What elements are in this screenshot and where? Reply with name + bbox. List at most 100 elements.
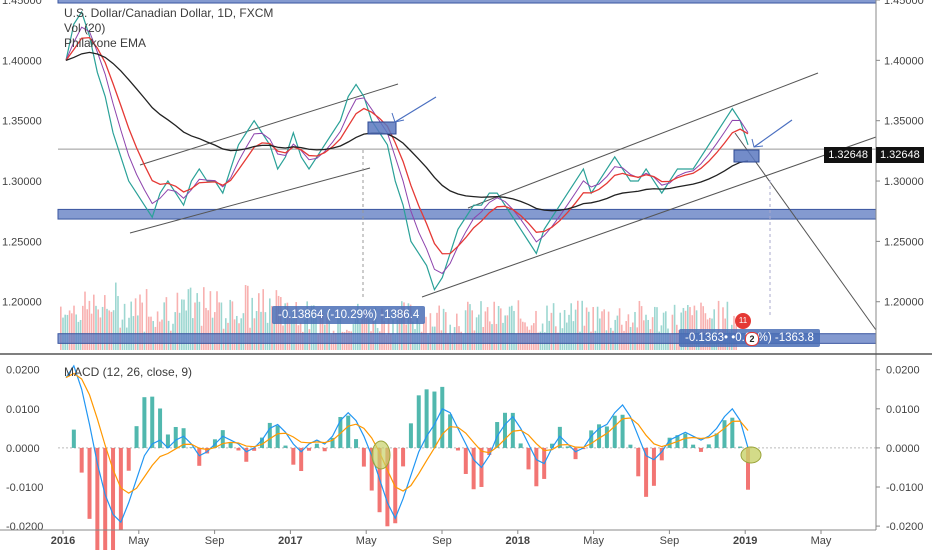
volume-bar (141, 302, 143, 350)
event-flag-icon[interactable]: 11 (735, 313, 751, 329)
volume-bar (326, 314, 328, 350)
symbol-title[interactable]: U.S. Dollar/Canadian Dollar, 1D, FXCM (64, 6, 274, 20)
volume-indicator-label[interactable]: Vol (20) (64, 21, 106, 35)
macd-histogram-bar (534, 447, 539, 487)
ema-short-line (65, 36, 749, 255)
macd-tick-label: -0.0100 (886, 482, 923, 494)
macd-histogram-bar (87, 447, 92, 519)
trend-channels[interactable] (129, 72, 877, 331)
macd-pane (58, 364, 876, 550)
volume-bar (242, 313, 245, 350)
volume-bar (513, 310, 515, 350)
macd-axis[interactable]: 0.0200 0.0200 0.0100 0.0100 0.0000 0.0000 -0.0… (6, 365, 923, 533)
macd-histogram-bar (283, 445, 288, 448)
volume-bar (570, 303, 572, 350)
volume-bar (156, 311, 159, 350)
price-line (65, 10, 749, 292)
volume-bar (174, 312, 176, 350)
macd-tick-label-left: 0.0200 (6, 365, 40, 377)
volume-bar (596, 306, 599, 350)
macd-histogram-bar (644, 447, 649, 497)
macd-histogram-bar (369, 447, 374, 491)
macd-histogram-bar (338, 416, 343, 448)
volume-bar (504, 315, 506, 350)
volume-bar (284, 303, 286, 350)
volume-bar (218, 302, 220, 350)
volume-bar (693, 305, 696, 350)
volume-bar (194, 302, 196, 350)
volume-bar (500, 308, 502, 350)
volume-bar (187, 289, 190, 350)
volume-bar (687, 305, 689, 350)
macd-indicator-label[interactable]: MACD (12, 26, close, 9) (64, 365, 193, 379)
macd-tick-label: 0.0000 (886, 443, 920, 455)
volume-bar (165, 297, 168, 350)
price-axis[interactable]: 1.45000 1.40000 1.35000 1.30000 1.25000 1.200… (876, 0, 924, 309)
ema-indicator-label[interactable]: Philakone EMA (64, 36, 147, 50)
volume-bar (229, 299, 231, 350)
volume-bar (689, 307, 691, 350)
volume-bar (271, 305, 273, 350)
volume-bar (480, 301, 482, 350)
macd-histogram-bar (322, 447, 327, 452)
volume-bar (563, 310, 566, 350)
volume-bar (231, 301, 234, 350)
macd-histogram-bar (165, 434, 170, 448)
time-tick-label: Sep (660, 535, 680, 547)
macd-histogram-bar (589, 430, 594, 448)
volume-bar (357, 303, 359, 350)
event-number-badge[interactable]: 2 (745, 332, 759, 346)
volume-bar (288, 315, 291, 350)
macd-tick-label-left: 0.0000 (6, 443, 40, 455)
volume-bar (517, 300, 520, 350)
volume-bar (108, 310, 110, 350)
volume-bar (73, 305, 75, 350)
macd-histogram-bar (651, 447, 656, 486)
trend-line (139, 83, 399, 166)
price-tick-label: 1.45000 (884, 0, 924, 7)
macd-tick-label-left: 0.0100 (6, 404, 40, 416)
volume-bar (445, 312, 447, 350)
volume-bar (209, 291, 212, 350)
volume-bar (634, 311, 636, 350)
volume-bar (671, 314, 674, 350)
support-zones[interactable] (57, 0, 877, 344)
drawing-tools[interactable] (362, 96, 793, 318)
volume-bar (183, 299, 185, 350)
volume-bar (726, 301, 729, 350)
annotation-arrow (394, 96, 437, 123)
macd-histogram-bar (659, 447, 664, 461)
volume-bar (216, 291, 218, 350)
macd-histogram-bar (259, 437, 264, 448)
last-price-tag-left: 1.32648 (824, 147, 872, 163)
macd-cross-highlight (740, 446, 762, 464)
macd-histogram-bar (401, 447, 406, 467)
macd-histogram-bar (220, 430, 225, 448)
time-tick-label: 2016 (51, 535, 75, 547)
volume-bar (484, 311, 487, 350)
measure-label-1[interactable]: -0.13864 (-10.29%) -1386.4 (272, 306, 426, 324)
macd-histogram-bar (738, 446, 743, 448)
macd-histogram-bar (471, 447, 476, 490)
chart-legend: U.S. Dollar/Canadian Dollar, 1D, FXCM Vo… (64, 6, 273, 51)
volume-bar (722, 307, 724, 350)
macd-tick-label: -0.0200 (886, 521, 923, 533)
volume-bar (442, 308, 445, 350)
volume-bar (588, 311, 590, 350)
volume-bar (456, 313, 458, 350)
macd-histogram-bar (424, 389, 429, 448)
macd-histogram-bar (557, 426, 562, 448)
macd-histogram-bar (228, 442, 233, 448)
volume-bar (176, 292, 179, 350)
macd-histogram-bar (71, 429, 76, 448)
volume-bar (264, 312, 267, 350)
volume-bar (68, 310, 71, 350)
highlight-box (733, 149, 760, 163)
volume-bar (568, 314, 570, 350)
macd-histogram-bar (150, 396, 155, 448)
time-axis[interactable]: 2016 May Sep 2017 May Sep 2018 May Sep 2019 May (51, 530, 832, 547)
volume-bar (387, 309, 390, 350)
volume-bar (409, 304, 412, 350)
macd-histogram-bar (416, 395, 421, 448)
